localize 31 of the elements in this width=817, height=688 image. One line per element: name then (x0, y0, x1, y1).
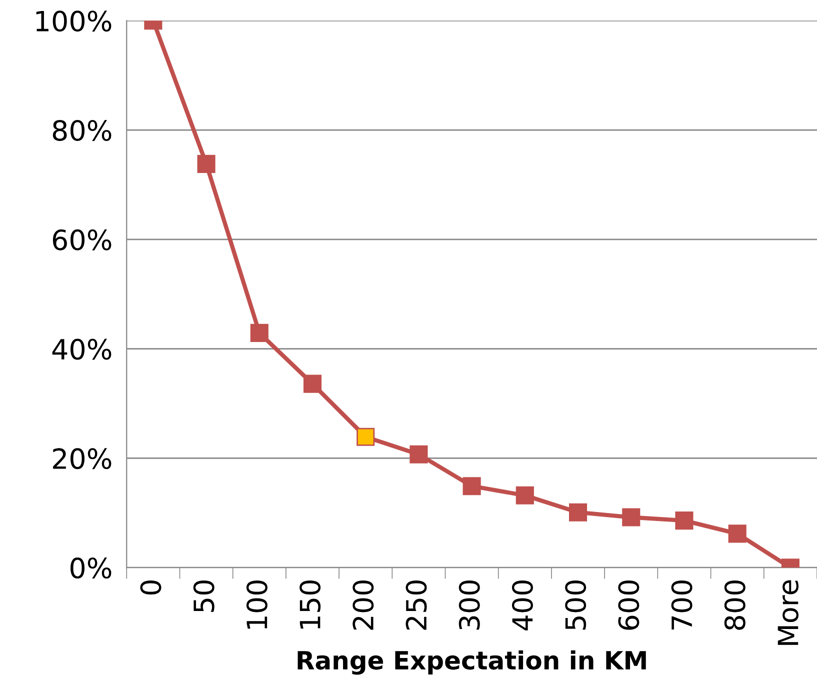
point (250, 324, 268, 342)
y-tick-label: 20% (53, 448, 112, 470)
point (675, 512, 694, 530)
x-tick-label: 0 (140, 580, 162, 595)
y-tick-label: 80% (52, 120, 112, 141)
point (197, 154, 216, 173)
y-tick-label: 100% (36, 10, 112, 32)
x-tick-label: 200 (352, 580, 374, 630)
x-tick-label: 700 (671, 580, 692, 630)
x-tick-label: 400 (512, 580, 533, 630)
x-tick-label: More (778, 580, 799, 645)
point (462, 477, 481, 496)
point (569, 503, 588, 522)
point (410, 445, 428, 464)
point (356, 428, 375, 446)
point (303, 374, 322, 393)
x-tick-label: 800 (724, 580, 746, 630)
y-tick-label: 0% (70, 558, 112, 579)
x-tick-label: 500 (565, 580, 586, 630)
x-tick-label: 50 (193, 580, 214, 612)
x-tick-label: 250 (406, 580, 427, 630)
x-tick-label: 100 (246, 580, 268, 629)
y-tick-label: 60% (52, 229, 112, 250)
x-tick-label: 300 (458, 580, 480, 630)
point (728, 524, 746, 543)
point (622, 508, 640, 526)
y-tick-label: 40% (52, 338, 112, 360)
x-tick-label: 150 (300, 580, 321, 629)
x-tick-label: 600 (618, 580, 640, 630)
x-axis-title: Range Expectation in KM (298, 650, 646, 675)
point (516, 486, 534, 504)
